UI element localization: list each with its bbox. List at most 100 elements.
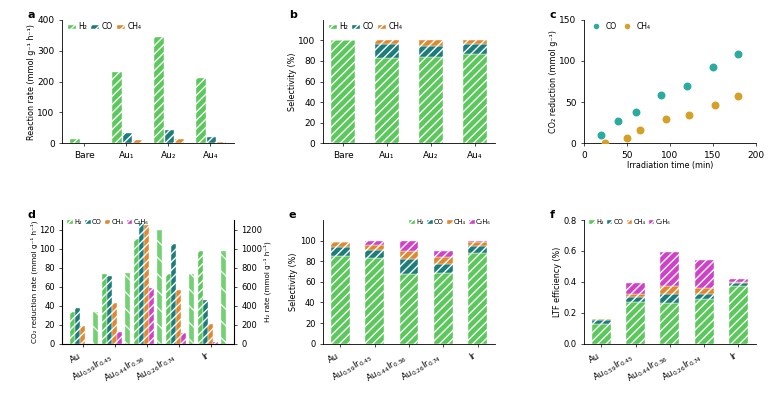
Bar xyxy=(434,251,453,257)
Bar xyxy=(729,283,748,286)
Bar xyxy=(93,312,98,344)
Bar xyxy=(661,294,679,303)
Bar xyxy=(434,264,453,273)
Bar xyxy=(468,246,487,253)
Bar xyxy=(365,241,384,245)
Y-axis label: LTF efficiency (%): LTF efficiency (%) xyxy=(553,246,562,317)
Bar xyxy=(468,241,487,242)
Bar xyxy=(112,71,122,143)
Bar xyxy=(108,276,112,344)
Bar xyxy=(400,259,418,274)
Y-axis label: H₂ rate (mmol g⁻¹ h⁻¹): H₂ rate (mmol g⁻¹ h⁻¹) xyxy=(264,241,271,322)
Bar xyxy=(166,274,171,344)
Bar xyxy=(80,325,86,344)
Bar xyxy=(661,303,679,344)
Bar xyxy=(189,274,194,344)
Bar xyxy=(695,299,714,344)
Bar xyxy=(70,139,80,143)
Bar xyxy=(76,308,80,344)
Bar xyxy=(176,290,182,344)
Bar xyxy=(139,223,144,344)
Bar xyxy=(434,257,453,264)
Bar xyxy=(468,253,487,344)
Legend: CO, CH₄: CO, CH₄ xyxy=(588,21,651,32)
Y-axis label: Selectivity (%): Selectivity (%) xyxy=(288,52,297,111)
Bar xyxy=(331,242,350,247)
Bar xyxy=(375,40,399,45)
Bar xyxy=(400,274,418,344)
Bar xyxy=(695,288,714,294)
Bar xyxy=(196,79,206,143)
Bar xyxy=(661,286,679,294)
Bar xyxy=(70,312,76,344)
Point xyxy=(595,132,608,138)
Bar xyxy=(133,140,142,143)
Bar xyxy=(206,137,216,143)
Y-axis label: CO₂ reduction rate (mmol g⁻¹ h⁻¹): CO₂ reduction rate (mmol g⁻¹ h⁻¹) xyxy=(30,220,37,343)
Point xyxy=(681,83,693,89)
Bar xyxy=(331,40,355,143)
Bar xyxy=(203,300,208,344)
Bar xyxy=(463,40,487,45)
Bar xyxy=(419,57,443,143)
Y-axis label: Reaction rate (mmol g⁻¹ h⁻¹): Reaction rate (mmol g⁻¹ h⁻¹) xyxy=(27,24,36,139)
Text: a: a xyxy=(28,10,36,20)
Bar xyxy=(661,252,679,286)
Point xyxy=(732,93,745,100)
Bar xyxy=(365,258,384,344)
Point xyxy=(629,109,642,115)
Bar xyxy=(102,274,108,344)
Point xyxy=(633,127,646,134)
Bar xyxy=(150,288,154,344)
Bar xyxy=(419,45,443,57)
Bar xyxy=(217,142,226,143)
Text: c: c xyxy=(550,10,556,20)
Bar xyxy=(729,286,748,344)
Bar xyxy=(463,54,487,143)
Text: e: e xyxy=(289,210,296,220)
Bar xyxy=(112,303,118,344)
Bar xyxy=(626,297,645,302)
Bar xyxy=(592,324,611,344)
Bar xyxy=(164,130,174,143)
Bar xyxy=(400,241,418,251)
Bar xyxy=(171,244,176,344)
Bar xyxy=(157,229,162,344)
Point xyxy=(599,139,612,146)
Bar xyxy=(134,239,139,344)
Bar xyxy=(144,225,150,344)
Legend: H₂, CO, CH₄, C₂H₆: H₂, CO, CH₄, C₂H₆ xyxy=(587,218,671,226)
Bar xyxy=(463,45,487,54)
Point xyxy=(682,111,695,118)
Text: d: d xyxy=(28,210,36,220)
Bar xyxy=(729,282,748,283)
Bar xyxy=(154,37,164,143)
Text: f: f xyxy=(550,210,555,220)
Point xyxy=(621,135,633,141)
Bar xyxy=(468,242,487,246)
Bar xyxy=(331,247,350,256)
Point xyxy=(612,118,625,124)
Bar xyxy=(208,324,213,344)
Bar xyxy=(626,283,645,294)
Bar xyxy=(365,245,384,250)
Legend: H₂, CO, CH₄: H₂, CO, CH₄ xyxy=(66,21,142,32)
Y-axis label: Selectivity (%): Selectivity (%) xyxy=(289,252,298,311)
Bar xyxy=(375,58,399,143)
Bar xyxy=(182,333,186,344)
Legend: H₂, CO, CH₄: H₂, CO, CH₄ xyxy=(327,21,403,32)
Bar xyxy=(592,320,611,324)
Bar xyxy=(118,332,122,344)
Bar xyxy=(331,256,350,344)
Bar xyxy=(626,294,645,297)
Bar xyxy=(175,139,184,143)
Bar xyxy=(220,251,226,344)
Bar xyxy=(592,319,611,320)
Bar xyxy=(695,294,714,299)
Bar xyxy=(729,279,748,282)
Point xyxy=(709,102,721,108)
X-axis label: Irradiation time (min): Irradiation time (min) xyxy=(626,162,713,170)
Point xyxy=(732,51,745,58)
Bar xyxy=(198,251,203,344)
Legend: H₂, CO, CH₄, C₂H₆: H₂, CO, CH₄, C₂H₆ xyxy=(407,218,492,226)
